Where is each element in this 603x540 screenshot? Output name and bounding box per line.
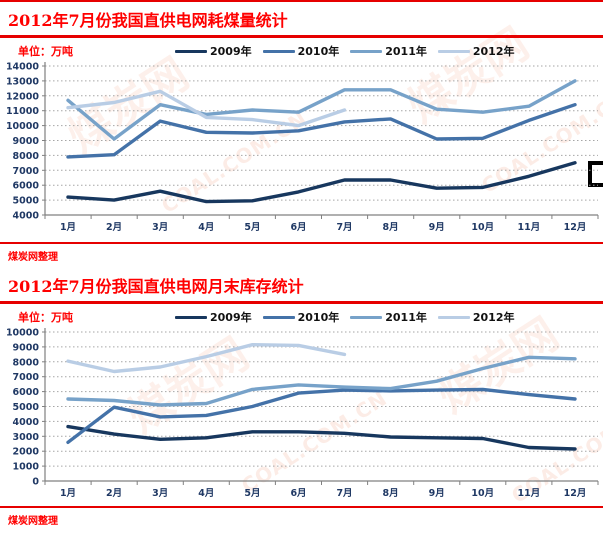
legend-line-swatch xyxy=(175,49,207,53)
chart2-source-label: 煤炭网整理 xyxy=(8,516,58,527)
svg-text:2月: 2月 xyxy=(106,222,122,233)
svg-text:5月: 5月 xyxy=(244,222,260,233)
chart2-bottom-rule xyxy=(0,506,603,508)
legend-item: 2012年 xyxy=(437,43,515,59)
svg-text:9000: 9000 xyxy=(13,136,40,147)
chart1-line-chart: 4000 5000 6000 7000 8000 9000 10000 11000 12000 1… xyxy=(6,62,599,233)
svg-text:7月: 7月 xyxy=(336,222,352,233)
chart2-header: 单位：万吨 2009年 2010年 2011年 2012年 xyxy=(0,307,603,324)
black-frame-artifact xyxy=(588,161,603,187)
legend-label: 2012年 xyxy=(472,45,515,58)
svg-text:12月: 12月 xyxy=(564,488,587,499)
svg-text:7000: 7000 xyxy=(13,166,40,177)
svg-text:9000: 9000 xyxy=(13,342,40,353)
svg-text:1月: 1月 xyxy=(60,488,76,499)
chart1-legend: 2009年 2010年 2011年 2012年 xyxy=(175,43,515,59)
chart2-title-rule xyxy=(0,301,603,304)
svg-text:4000: 4000 xyxy=(13,417,40,428)
svg-text:7月: 7月 xyxy=(336,488,352,499)
svg-text:3000: 3000 xyxy=(13,432,40,443)
legend-line-swatch xyxy=(262,49,295,53)
svg-text:12000: 12000 xyxy=(6,91,39,102)
svg-text:8月: 8月 xyxy=(383,222,399,233)
chart2-title: 2012年7月份我国直供电网月末库存统计 xyxy=(8,277,304,296)
legend-item: 2009年 xyxy=(175,309,252,325)
svg-text:12月: 12月 xyxy=(564,222,587,233)
chart2-line-chart: 0 1000 2000 3000 4000 5000 6000 7000 8000 9000 100… xyxy=(6,328,599,499)
legend-line-swatch xyxy=(175,315,207,319)
legend-label: 2009年 xyxy=(210,45,252,58)
chart1-unit-label: 单位：万吨 xyxy=(18,45,73,58)
legend-line-swatch xyxy=(350,49,383,53)
legend-label: 2011年 xyxy=(385,311,427,324)
svg-text:1月: 1月 xyxy=(60,222,76,233)
svg-text:4000: 4000 xyxy=(13,211,40,222)
legend-label: 2012年 xyxy=(472,311,515,324)
legend-item: 2009年 xyxy=(175,43,252,59)
svg-text:13000: 13000 xyxy=(6,76,39,87)
svg-text:4月: 4月 xyxy=(198,488,214,499)
svg-text:3月: 3月 xyxy=(152,222,168,233)
legend-label: 2010年 xyxy=(297,311,340,324)
legend-item: 2010年 xyxy=(262,43,340,59)
svg-text:10月: 10月 xyxy=(471,222,494,233)
chart1-title: 2012年7月份我国直供电网耗煤量统计 xyxy=(8,11,288,30)
svg-text:6月: 6月 xyxy=(290,222,306,233)
legend-item: 2010年 xyxy=(262,309,340,325)
svg-text:6000: 6000 xyxy=(13,181,40,192)
svg-text:4月: 4月 xyxy=(198,222,214,233)
chart2-legend: 2009年 2010年 2011年 2012年 xyxy=(175,309,515,325)
svg-text:5000: 5000 xyxy=(13,402,40,413)
svg-text:10月: 10月 xyxy=(471,488,494,499)
svg-text:1000: 1000 xyxy=(13,462,40,473)
chart2-unit-label: 单位：万吨 xyxy=(18,311,73,324)
svg-text:5月: 5月 xyxy=(244,488,260,499)
svg-text:0: 0 xyxy=(32,477,39,488)
svg-text:10000: 10000 xyxy=(6,328,39,339)
legend-item: 2011年 xyxy=(350,43,427,59)
svg-text:8月: 8月 xyxy=(383,488,399,499)
svg-text:9月: 9月 xyxy=(429,222,445,233)
legend-line-swatch xyxy=(437,49,470,53)
chart1-title-rule xyxy=(0,35,603,38)
svg-text:14000: 14000 xyxy=(6,62,39,73)
chart1-header: 单位：万吨 2009年 2010年 2011年 2012年 xyxy=(0,41,603,58)
svg-text:7000: 7000 xyxy=(13,372,40,383)
svg-text:11000: 11000 xyxy=(6,106,39,117)
chart1-source-label: 煤炭网整理 xyxy=(8,252,58,263)
svg-text:6月: 6月 xyxy=(290,488,306,499)
legend-item: 2011年 xyxy=(350,309,427,325)
svg-text:10000: 10000 xyxy=(6,121,39,132)
svg-text:11月: 11月 xyxy=(518,488,541,499)
legend-label: 2010年 xyxy=(297,45,340,58)
legend-label: 2011年 xyxy=(385,45,427,58)
legend-line-swatch xyxy=(262,315,295,319)
svg-text:9月: 9月 xyxy=(429,488,445,499)
svg-text:11月: 11月 xyxy=(518,222,541,233)
svg-text:2000: 2000 xyxy=(13,447,40,458)
svg-text:6000: 6000 xyxy=(13,387,40,398)
top-rule xyxy=(0,0,603,2)
svg-text:3月: 3月 xyxy=(152,488,168,499)
svg-text:8000: 8000 xyxy=(13,357,40,368)
legend-item: 2012年 xyxy=(437,309,515,325)
legend-label: 2009年 xyxy=(210,311,252,324)
legend-line-swatch xyxy=(437,315,470,319)
chart1-bottom-rule xyxy=(0,242,603,244)
svg-text:8000: 8000 xyxy=(13,151,40,162)
svg-text:2月: 2月 xyxy=(106,488,122,499)
legend-line-swatch xyxy=(350,315,383,319)
svg-text:5000: 5000 xyxy=(13,196,40,207)
